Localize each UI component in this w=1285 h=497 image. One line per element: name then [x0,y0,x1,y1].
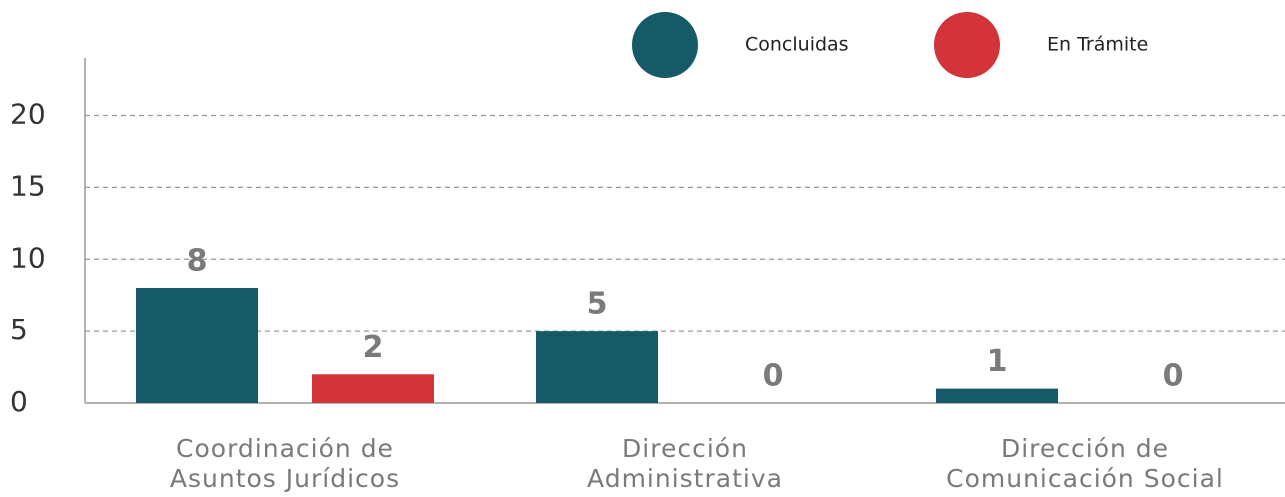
y-tick-label: 20 [10,98,46,131]
value-label: 5 [587,287,608,322]
legend-swatch [632,12,698,78]
y-tick-label: 10 [10,241,46,274]
x-tick-label: Dirección [622,434,748,463]
y-tick-label: 0 [10,385,28,418]
bar [536,331,658,403]
value-label: 0 [763,359,784,394]
x-tick-label: Asuntos Jurídicos [170,464,400,493]
bar [312,374,434,403]
legend-label: En Trámite [1047,34,1148,56]
x-tick-label: Dirección de [1001,434,1169,463]
x-tick-label: Comunicación Social [946,464,1224,493]
value-label: 0 [1163,359,1184,394]
bar [936,388,1058,403]
value-label: 1 [987,344,1008,379]
x-tick-label: Coordinación de [176,434,394,463]
value-label: 2 [363,330,384,365]
legend-label: Concluidas [745,34,849,56]
x-tick-label: Administrativa [587,464,783,493]
y-tick-label: 5 [10,313,28,346]
legend-swatch [934,12,1000,78]
value-label: 8 [187,244,208,279]
bar [136,288,258,403]
y-tick-label: 15 [10,169,46,202]
